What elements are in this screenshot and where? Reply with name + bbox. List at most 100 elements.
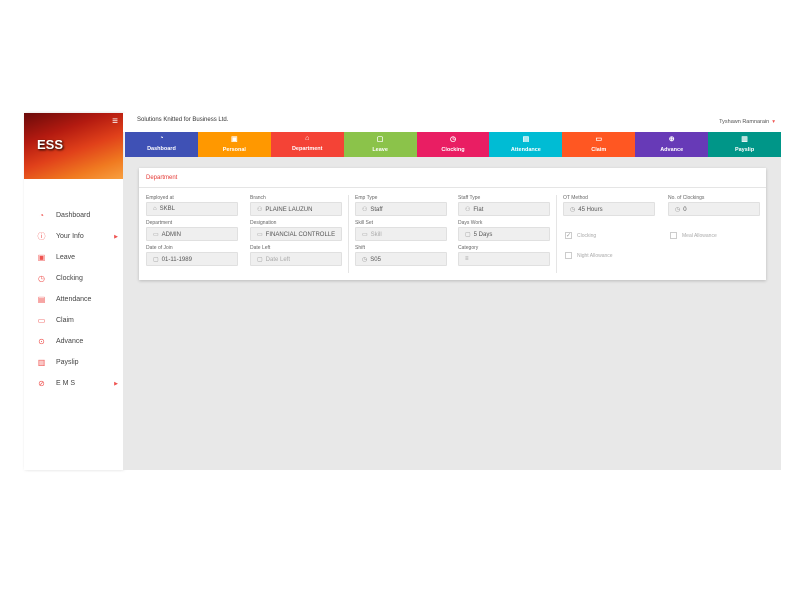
tab-label: Dashboard bbox=[147, 146, 176, 152]
tab-label: Personal bbox=[222, 147, 246, 153]
sidebar-item-ems[interactable]: ⊘ E M S ▶ bbox=[24, 373, 123, 394]
card-icon: ▭ bbox=[37, 316, 46, 325]
money-icon: ⊙ bbox=[38, 337, 45, 346]
field-label: Days Work bbox=[458, 220, 483, 226]
checkbox-box[interactable] bbox=[670, 232, 677, 239]
field-input[interactable]: ◷ S05 bbox=[355, 252, 447, 266]
clock-icon: ◷ bbox=[38, 274, 45, 283]
tab-clocking[interactable]: ◷ Clocking bbox=[416, 132, 490, 157]
field-employed-at: Employed at ⌂ SKBL bbox=[146, 195, 238, 216]
field-input[interactable]: ⚇ Flat bbox=[458, 202, 550, 216]
field-icon: ⚇ bbox=[465, 207, 471, 213]
leave-icon: ▢ bbox=[376, 136, 384, 143]
field-value: PLAINE LAUZUN bbox=[265, 207, 313, 213]
sidebar-item-claim[interactable]: ▭ Claim bbox=[24, 310, 123, 331]
field-label: Category bbox=[458, 245, 479, 251]
tab-claim[interactable]: ▭ Claim bbox=[562, 132, 636, 157]
field-department: Department ▭ ADMIN bbox=[146, 220, 238, 241]
sidebar-nav: ◔ Dashboard ⓘ Your Info ▶ ▣ Leave ◷ Clocking ▤ Att… bbox=[24, 205, 123, 394]
field-icon: ◷ bbox=[675, 207, 681, 213]
field-input[interactable]: ⚇ PLAINE LAUZUN bbox=[250, 202, 342, 216]
tab-department[interactable]: ⌂ Department bbox=[270, 132, 344, 157]
field-icon: ◷ bbox=[362, 257, 368, 263]
field-branch: Branch ⚇ PLAINE LAUZUN bbox=[250, 195, 342, 216]
sidebar-item-payslip[interactable]: ▥ Payslip bbox=[24, 352, 123, 373]
user-name: Tyshawn Ramnarain bbox=[719, 119, 770, 125]
checkbox-box[interactable] bbox=[565, 252, 572, 259]
logo: ESS bbox=[37, 137, 64, 152]
sidebar-item-label: Payslip bbox=[56, 359, 79, 366]
field-input[interactable]: ▭ ADMIN bbox=[146, 227, 238, 241]
field-icon: ▢ bbox=[257, 257, 263, 263]
field-value: Staff bbox=[370, 207, 383, 213]
field-label: Designation bbox=[250, 220, 277, 226]
top-bar: Solutions Knitted for Business Ltd. Tysh… bbox=[123, 113, 781, 132]
divider bbox=[348, 195, 349, 273]
field-input[interactable]: ▢ Date Left bbox=[250, 252, 342, 266]
field-input[interactable]: ▭ FINANCIAL CONTROLLE bbox=[250, 227, 342, 241]
tab-dashboard[interactable]: ◔ Dashboard bbox=[125, 132, 198, 157]
field-designation: Designation ▭ FINANCIAL CONTROLLE bbox=[250, 220, 342, 241]
advance-icon: ⊕ bbox=[668, 136, 675, 143]
tab-attendance[interactable]: ▤ Attendance bbox=[489, 132, 563, 157]
tab-advance[interactable]: ⊕ Advance bbox=[635, 132, 709, 157]
field-label: OT Method bbox=[563, 195, 588, 201]
field-input[interactable]: ⌂ SKBL bbox=[146, 202, 238, 216]
attendance-icon: ▤ bbox=[37, 295, 46, 304]
claim-icon: ▭ bbox=[595, 136, 603, 143]
check-circle-icon: ⊘ bbox=[38, 379, 45, 388]
sidebar-item-label: Leave bbox=[56, 254, 76, 261]
sidebar-item-label: Attendance bbox=[56, 296, 92, 303]
checkbox-box[interactable]: ✓ bbox=[565, 232, 572, 239]
field-value: 0 bbox=[683, 207, 687, 213]
field-input[interactable]: ◷ 45 Hours bbox=[563, 202, 655, 216]
checkbox-night-allowance[interactable]: Night Allowance bbox=[565, 252, 613, 259]
clocking-icon: ◷ bbox=[449, 136, 457, 143]
tab-payslip[interactable]: ▥ Payslip bbox=[708, 132, 782, 157]
field-icon: ◷ bbox=[570, 207, 576, 213]
field-input[interactable]: ◷ 0 bbox=[668, 202, 760, 216]
field-placeholder: Skill bbox=[370, 232, 382, 238]
tab-personal[interactable]: ▣ Personal bbox=[197, 132, 271, 157]
sidebar-item-leave[interactable]: ▣ Leave bbox=[24, 247, 123, 268]
field-input[interactable]: ⚇ Staff bbox=[355, 202, 447, 216]
sidebar-item-yourinfo[interactable]: ⓘ Your Info ▶ bbox=[24, 226, 123, 247]
tab-leave[interactable]: ▢ Leave bbox=[343, 132, 417, 157]
ess-banner: ESS ≡ bbox=[24, 113, 123, 179]
field-placeholder: Date Left bbox=[265, 257, 291, 263]
calendar-icon: ▣ bbox=[37, 253, 46, 262]
field-icon: ⌂ bbox=[153, 206, 157, 212]
field-value: S05 bbox=[370, 257, 381, 263]
tab-label: Payslip bbox=[734, 147, 755, 153]
field-label: Skill Set bbox=[355, 220, 374, 226]
sidebar-item-attendance[interactable]: ▤ Attendance bbox=[24, 289, 123, 310]
field-input[interactable]: ▢ 01-11-1989 bbox=[146, 252, 238, 266]
sidebar-item-clocking[interactable]: ◷ Clocking bbox=[24, 268, 123, 289]
field-input[interactable]: ≡ bbox=[458, 252, 550, 266]
checkbox-meal-allowance[interactable]: Meal Allowance bbox=[670, 232, 717, 239]
tab-label: Claim bbox=[591, 147, 607, 153]
caret-right-icon: ▶ bbox=[114, 233, 118, 240]
sidebar-item-advance[interactable]: ⊙ Advance bbox=[24, 331, 123, 352]
field-label: Department bbox=[146, 220, 173, 226]
field-skill-set: Skill Set ▭ Skill bbox=[355, 220, 447, 241]
tab-label: Leave bbox=[372, 147, 388, 153]
field-label: Shift bbox=[355, 245, 366, 251]
field-label: Date of Join bbox=[146, 245, 173, 251]
field-label: Branch bbox=[250, 195, 266, 201]
field-date-left: Date Left ▢ Date Left bbox=[250, 245, 342, 266]
user-menu[interactable]: Tyshawn Ramnarain ▾ bbox=[719, 119, 775, 125]
field-icon: ▭ bbox=[362, 232, 368, 238]
sidebar-item-dashboard[interactable]: ◔ Dashboard bbox=[24, 205, 123, 226]
checkbox-clocking[interactable]: ✓ Clocking bbox=[565, 232, 596, 239]
field-value: Flat bbox=[473, 207, 484, 213]
hamburger-menu-icon[interactable]: ≡ bbox=[112, 116, 118, 127]
sidebar-item-label: Your Info bbox=[56, 233, 84, 240]
field-staff-type: Staff Type ⚇ Flat bbox=[458, 195, 550, 216]
field-icon: ▢ bbox=[153, 257, 159, 263]
field-input[interactable]: ▢ 5 Days bbox=[458, 227, 550, 241]
field-label: Employed at bbox=[146, 195, 174, 201]
field-value: FINANCIAL CONTROLLE bbox=[265, 232, 336, 238]
field-input[interactable]: ▭ Skill bbox=[355, 227, 447, 241]
field-ot-method: OT Method ◷ 45 Hours bbox=[563, 195, 655, 216]
